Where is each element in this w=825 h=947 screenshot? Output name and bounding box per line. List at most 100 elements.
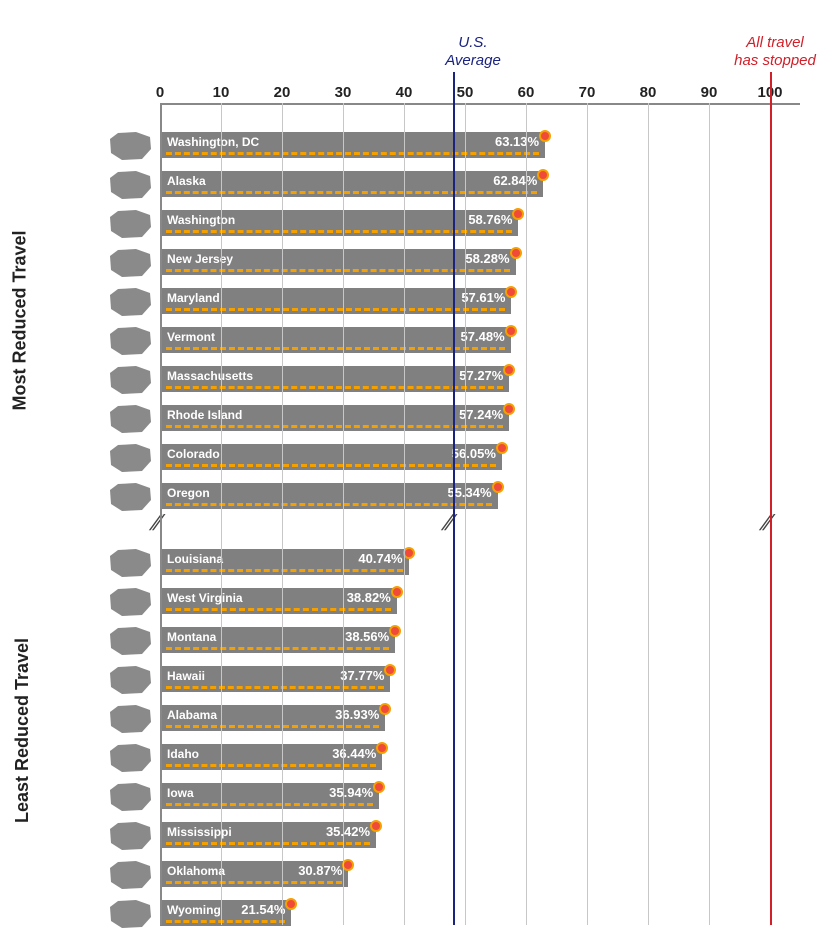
state-silhouette-icon (108, 248, 152, 278)
x-tick: 40 (396, 84, 413, 101)
state-silhouette-icon (108, 326, 152, 356)
bar-state-name: Wyoming (167, 900, 221, 920)
x-tick: 30 (335, 84, 352, 101)
all-travel-stopped-label: All travelhas stopped (725, 34, 825, 70)
reference-line (453, 72, 455, 925)
map-pin-icon (505, 286, 517, 298)
bar-state-name: Iowa (167, 783, 194, 803)
gridline (587, 103, 588, 925)
bar: Louisiana 40.74% (160, 549, 409, 575)
gridline (404, 103, 405, 925)
state-silhouette-icon (108, 482, 152, 512)
map-pin-icon (512, 208, 524, 220)
map-pin-icon (376, 742, 388, 754)
section-label-least: Least Reduced Travel (12, 638, 33, 823)
map-pin-icon (389, 625, 401, 637)
bar-state-name: New Jersey (167, 249, 233, 269)
gridline (709, 103, 710, 925)
x-tick: 50 (457, 84, 474, 101)
state-silhouette-icon (108, 821, 152, 851)
state-silhouette-icon (108, 404, 152, 434)
bar: Alaska62.84% (160, 171, 543, 197)
bar-value: 58.76% (468, 210, 512, 230)
bar-state-name: Vermont (167, 327, 215, 347)
state-silhouette-icon (108, 782, 152, 812)
bar-state-name: Oregon (167, 483, 210, 503)
bar-state-name: Alabama (167, 705, 217, 725)
bar: Alabama36.93% (160, 705, 385, 731)
gridline (282, 103, 283, 925)
bar: Washington, DC 63.13% (160, 132, 545, 158)
map-pin-icon (503, 364, 515, 376)
bar: Maryland57.61% (160, 288, 511, 314)
section-label-most: Most Reduced Travel (10, 230, 31, 410)
travel-reduction-chart: U.S.Average All travelhas stopped Most R… (0, 0, 825, 947)
bar-state-name: Rhode Island (167, 405, 242, 425)
gridline (221, 103, 222, 925)
gridline (526, 103, 527, 925)
gridline (465, 103, 466, 925)
state-silhouette-icon (108, 626, 152, 656)
bar-state-name: Idaho (167, 744, 199, 764)
state-silhouette-icon (108, 665, 152, 695)
bar-value: 36.44% (332, 744, 376, 764)
bar-state-name: West Virginia (167, 588, 243, 608)
map-pin-icon (384, 664, 396, 676)
map-pin-icon (285, 898, 297, 910)
bar-value: 56.05% (452, 444, 496, 464)
y-axis-baseline (160, 103, 162, 925)
gridline (343, 103, 344, 925)
state-silhouette-icon (108, 131, 152, 161)
map-pin-icon (379, 703, 391, 715)
bar-value: 40.74% (358, 549, 402, 569)
map-pin-icon (505, 325, 517, 337)
state-silhouette-icon (108, 287, 152, 317)
map-pin-icon (503, 403, 515, 415)
x-tick: 20 (274, 84, 291, 101)
bar: New Jersey 58.28% (160, 249, 516, 275)
map-pin-icon (492, 481, 504, 493)
bar-value: 35.94% (329, 783, 373, 803)
bar-state-name: Oklahoma (167, 861, 225, 881)
state-silhouette-icon (108, 365, 152, 395)
bar-value: 57.48% (461, 327, 505, 347)
state-silhouette-icon (108, 170, 152, 200)
state-silhouette-icon (108, 704, 152, 734)
us-average-label: U.S.Average (423, 34, 523, 70)
map-pin-icon (537, 169, 549, 181)
state-silhouette-icon (108, 743, 152, 773)
bar-value: 38.56% (345, 627, 389, 647)
bar-state-name: Louisiana (167, 549, 223, 569)
gridline (648, 103, 649, 925)
x-tick: 80 (640, 84, 657, 101)
bar-value: 21.54% (241, 900, 285, 920)
bar: Colorado 56.05% (160, 444, 502, 470)
x-tick: 0 (156, 84, 164, 101)
bar-state-name: Colorado (167, 444, 220, 464)
state-silhouette-icon (108, 899, 152, 929)
bar-state-name: Washington, DC (167, 132, 259, 152)
state-silhouette-icon (108, 860, 152, 890)
bar-state-name: Maryland (167, 288, 220, 308)
bar-value: 63.13% (495, 132, 539, 152)
bar-value: 37.77% (340, 666, 384, 686)
bar-state-name: Hawaii (167, 666, 205, 686)
bar-value: 58.28% (465, 249, 509, 269)
x-axis-rule (160, 103, 800, 105)
bar: Hawaii 37.77% (160, 666, 390, 692)
map-pin-icon (391, 586, 403, 598)
bar-value: 30.87% (298, 861, 342, 881)
bar-value: 35.42% (326, 822, 370, 842)
x-tick: 70 (579, 84, 596, 101)
bar: Iowa 35.94% (160, 783, 379, 809)
map-pin-icon (342, 859, 354, 871)
map-pin-icon (539, 130, 551, 142)
bar: Montana38.56% (160, 627, 395, 653)
bar: Oregon55.34% (160, 483, 498, 509)
bar: Rhode Island57.24% (160, 405, 509, 431)
bar: Wyoming 21.54% (160, 900, 291, 926)
map-pin-icon (510, 247, 522, 259)
x-tick: 90 (701, 84, 718, 101)
reference-line (770, 72, 772, 925)
x-tick: 60 (518, 84, 535, 101)
